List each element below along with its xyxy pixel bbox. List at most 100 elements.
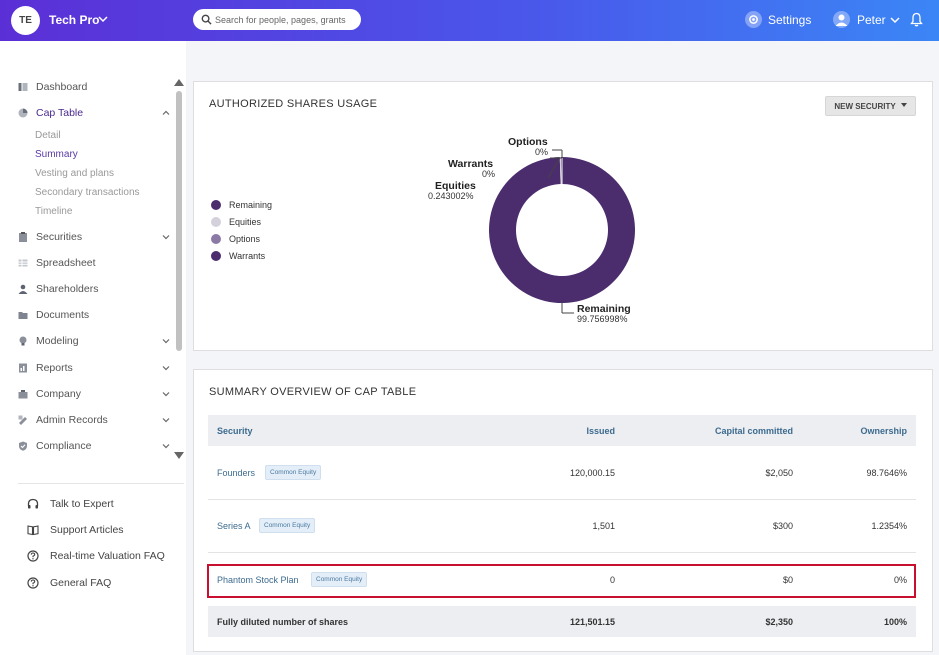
sidebar-item-dashboard[interactable]: Dashboard [18,78,176,96]
security-type-badge: Common Equity [311,572,368,587]
help-valuation-faq[interactable]: Real-time Valuation FAQ [27,548,165,564]
sidebar-item-spreadsheet[interactable]: Spreadsheet [18,254,176,272]
donut-label-options: Options [508,136,548,148]
sidebar-item-securities[interactable]: Securities [18,228,176,246]
user-name[interactable]: Peter [857,13,886,27]
question-circle-icon [27,550,39,562]
help-label: General FAQ [50,577,112,589]
footer-label: Fully diluted number of shares [217,617,349,627]
chevron-down-icon [162,392,170,397]
legend-label: Options [229,234,261,244]
sidebar [0,41,186,655]
legend-item-remaining[interactable]: Remaining [211,199,272,211]
search-box[interactable] [193,9,361,30]
usage-card-title: AUTHORIZED SHARES USAGE [209,98,378,110]
sidebar-item-admin-records[interactable]: Admin Records [18,411,176,429]
leader-equities [547,157,561,179]
sidebar-subitem-timeline[interactable]: Timeline [35,206,73,217]
legend-swatch [211,200,221,210]
sidebar-subitem-summary[interactable]: Summary [35,149,78,160]
top-bar: TE Tech Pro Settings Peter [0,0,939,41]
column-header-capital[interactable]: Capital committed [714,426,793,436]
security-link-series-a[interactable]: Series A [217,521,251,531]
sidebar-item-documents[interactable]: Documents [18,306,176,324]
legend-item-equities[interactable]: Equities [211,216,261,228]
company-logo[interactable]: TE [11,6,40,35]
person-icon [18,284,28,294]
scroll-up-arrow[interactable] [174,79,184,86]
issued-value: 1,501 [592,521,615,531]
sidebar-item-reports[interactable]: Reports [18,359,176,377]
search-input[interactable] [215,12,355,27]
search-icon [201,14,212,25]
chevron-down-icon[interactable] [890,15,900,25]
chevron-down-icon [162,418,170,423]
sidebar-item-label: Securities [36,231,83,243]
sidebar-item-label: Documents [36,309,90,321]
help-support-articles[interactable]: Support Articles [27,522,124,538]
table-header [208,415,916,446]
company-name[interactable]: Tech Pro [49,13,100,27]
lightbulb-icon [19,336,27,346]
help-label: Talk to Expert [50,498,114,510]
issued-value: 120,000.15 [569,468,615,478]
sidebar-subitem-detail[interactable]: Detail [35,130,61,141]
legend-item-warrants[interactable]: Warrants [211,250,265,262]
donut-value-options: 0% [535,147,549,157]
sidebar-item-company[interactable]: Company [18,385,176,403]
help-general-faq[interactable]: General FAQ [27,575,111,591]
chevron-down-icon [162,444,170,449]
footer-capital: $2,350 [765,617,793,627]
sidebar-item-label: Shareholders [36,283,99,295]
donut-slice-equities[interactable] [559,157,562,185]
records-icon [18,415,27,425]
help-label: Real-time Valuation FAQ [50,550,165,562]
sidebar-subitem-vesting[interactable]: Vesting and plans [35,168,114,179]
legend-swatch [211,251,221,261]
column-header-issued[interactable]: Issued [586,426,615,436]
scroll-down-arrow[interactable] [174,452,184,459]
sidebar-item-modeling[interactable]: Modeling [18,332,176,350]
column-header-ownership[interactable]: Ownership [860,426,907,436]
legend-label: Equities [229,217,262,227]
row-divider [208,499,916,500]
security-link-founders[interactable]: Founders [217,468,256,478]
chevron-down-icon[interactable] [98,14,108,24]
footer-issued: 121,501.15 [569,617,615,627]
donut-value-remaining: 99.756998% [577,314,628,324]
new-security-label: NEW SECURITY [834,101,896,111]
donut-slice-remaining[interactable] [488,157,635,303]
authorized-shares-card [193,81,933,351]
gear-icon[interactable] [745,11,762,28]
ownership-value: 98.7646% [866,468,907,478]
donut-chart [488,149,635,314]
help-label: Support Articles [50,524,124,536]
folder-icon [18,312,28,319]
donut-value-warrants: 0% [482,169,496,179]
sidebar-subitem-secondary[interactable]: Secondary transactions [35,187,140,198]
donut-value-equities: 0.243002% [428,191,474,201]
footer-ownership: 100% [883,617,907,627]
capital-value: $300 [772,521,793,531]
capital-value: $0 [782,575,793,585]
new-security-button[interactable]: NEW SECURITY [825,96,916,116]
sidebar-item-compliance[interactable]: Compliance [18,437,176,455]
help-talk-to-expert[interactable]: Talk to Expert [27,496,114,512]
sidebar-scrollbar[interactable] [176,91,182,351]
column-header-security[interactable]: Security [217,426,253,436]
bell-icon[interactable] [910,12,923,27]
sidebar-item-shareholders[interactable]: Shareholders [18,280,176,298]
highlighted-row [207,564,916,598]
sidebar-item-cap-table[interactable]: Cap Table [18,104,176,122]
reports-icon [19,363,27,373]
logo-initials: TE [19,15,32,26]
security-type-badge: Common Equity [259,518,316,533]
chevron-down-icon [162,366,170,371]
pie-chart-icon [18,108,28,118]
avatar[interactable] [833,11,850,28]
sidebar-item-label: Cap Table [36,107,84,119]
security-link-phantom-stock-plan[interactable]: Phantom Stock Plan [217,575,299,585]
legend-item-options[interactable]: Options [211,233,260,245]
settings-link[interactable]: Settings [768,13,812,27]
donut-label-equities: Equities [435,180,476,192]
